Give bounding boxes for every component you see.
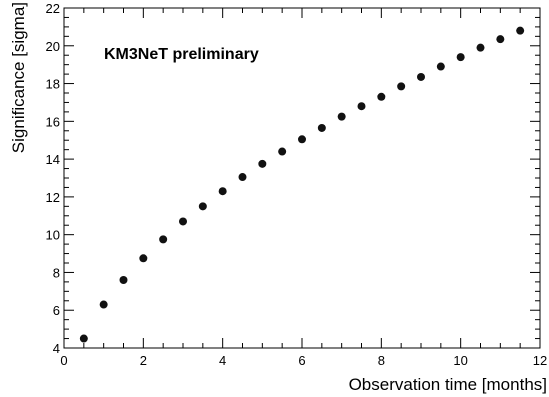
data-point <box>258 159 267 168</box>
y-tick-label: 18 <box>46 77 60 92</box>
data-point <box>198 202 207 211</box>
y-tick-label: 12 <box>46 190 60 205</box>
data-point <box>516 26 525 35</box>
y-tick-label: 14 <box>46 152 60 167</box>
axis-ticks <box>63 7 541 349</box>
data-point <box>417 72 425 81</box>
data-point <box>99 300 108 309</box>
y-tick-label: 20 <box>46 39 60 54</box>
y-tick-label: 8 <box>53 265 60 280</box>
data-point <box>139 254 148 263</box>
data-point <box>476 43 485 52</box>
data-point <box>377 92 386 101</box>
data-point <box>496 35 505 44</box>
data-point <box>119 276 128 284</box>
data-point <box>397 82 406 91</box>
x-tick-label: 10 <box>453 353 467 368</box>
chart-annotation: KM3NeT preliminary <box>104 46 259 63</box>
tick-labels: 0 2 4 6 8 10 12 4 6 8 10 12 14 16 18 20 22 <box>46 1 548 368</box>
data-point <box>79 334 88 343</box>
x-tick-label: 8 <box>378 353 385 368</box>
y-tick-label: 16 <box>46 114 60 129</box>
data-points <box>79 26 525 343</box>
data-point <box>317 123 326 132</box>
x-tick-label: 4 <box>219 353 226 368</box>
data-point <box>179 217 187 226</box>
data-point <box>298 135 306 144</box>
y-tick-label: 22 <box>46 1 60 16</box>
data-point <box>456 53 465 62</box>
x-tick-label: 2 <box>140 353 147 368</box>
data-point <box>278 147 287 156</box>
y-tick-label: 6 <box>53 303 60 318</box>
y-tick-label: 10 <box>46 228 60 243</box>
data-point <box>238 173 247 182</box>
y-tick-label: 4 <box>53 341 60 356</box>
x-tick-label: 6 <box>298 353 305 368</box>
x-axis-title: Observation time [months] <box>349 375 547 394</box>
data-point <box>159 235 168 244</box>
data-point <box>436 62 445 71</box>
x-tick-label: 0 <box>60 353 67 368</box>
data-point <box>357 102 366 111</box>
data-point <box>218 187 227 196</box>
y-axis-title: Significance [sigma] <box>9 2 28 153</box>
x-tick-label: 12 <box>533 353 547 368</box>
data-point <box>337 112 346 121</box>
